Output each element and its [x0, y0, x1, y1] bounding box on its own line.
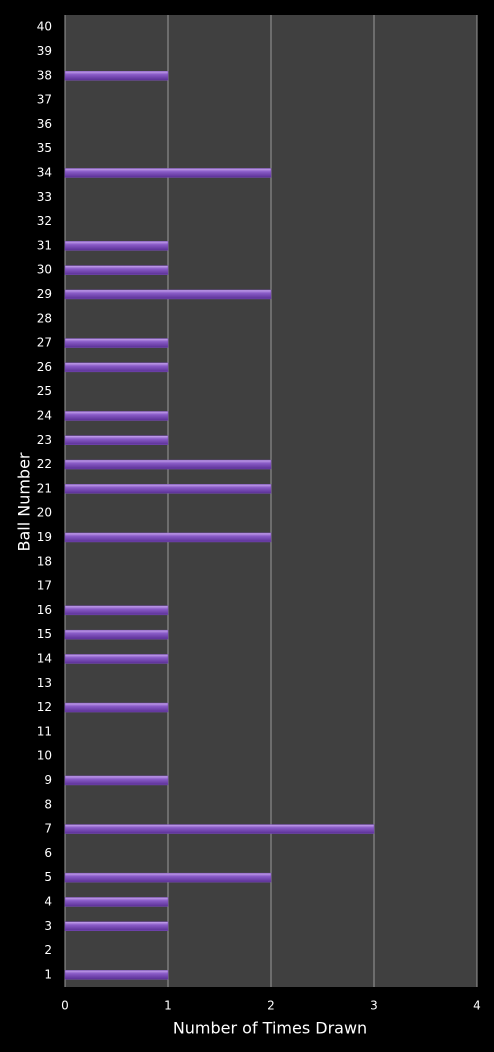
y-tick-label: 2: [44, 943, 52, 957]
y-tick-label: 35: [37, 141, 52, 155]
y-tick-label: 15: [37, 627, 52, 641]
y-tick-label: 34: [37, 165, 52, 179]
y-tick-label: 1: [44, 967, 52, 981]
y-tick-label: 29: [37, 287, 52, 301]
x-tick-label: 0: [61, 999, 69, 1013]
bar: [64, 824, 375, 834]
y-tick-label: 22: [37, 457, 52, 471]
y-tick-label: 32: [37, 214, 52, 228]
x-tick-label: 1: [164, 999, 172, 1013]
y-tick-label: 23: [37, 433, 52, 447]
y-tick-label: 11: [37, 724, 52, 738]
bar: [64, 241, 169, 251]
y-tick-label: 26: [37, 360, 52, 374]
y-tick-label: 33: [37, 190, 52, 204]
bar: [64, 484, 272, 494]
y-tick-label: 3: [44, 919, 52, 933]
y-tick-label: 36: [37, 117, 52, 131]
bar: [64, 459, 272, 470]
bar: [64, 872, 272, 883]
y-tick-label: 4: [44, 894, 52, 908]
bar: [64, 362, 169, 373]
bar: [64, 338, 169, 348]
y-tick-label: 14: [37, 651, 52, 665]
y-tick-label: 27: [37, 336, 52, 350]
y-tick-label: 12: [37, 700, 52, 714]
y-tick-label: 9: [44, 773, 52, 787]
y-tick-label: 13: [37, 676, 52, 690]
bar: [64, 435, 169, 445]
y-tick-label: 25: [37, 384, 52, 398]
bar: [64, 411, 169, 421]
x-tick-label: 2: [267, 999, 275, 1013]
y-axis-label: Ball Number: [15, 452, 34, 551]
y-tick-label: 10: [37, 749, 52, 763]
bar: [64, 168, 272, 178]
y-tick-label: 7: [44, 822, 52, 836]
bar: [64, 71, 169, 81]
x-axis-label: Number of Times Drawn: [173, 1019, 367, 1038]
bar: [64, 921, 169, 931]
bar: [64, 775, 169, 786]
y-tick-label: 31: [37, 238, 52, 252]
y-tick-label: 39: [37, 44, 52, 58]
bar: [64, 970, 169, 980]
y-tick-label: 18: [37, 554, 52, 568]
x-tick-label: 3: [370, 999, 378, 1013]
y-tick-label: 38: [37, 68, 52, 82]
bar: [64, 289, 272, 300]
y-tick-label: 28: [37, 311, 52, 325]
y-tick-label: 40: [37, 20, 52, 34]
y-tick-label: 5: [44, 870, 52, 884]
bar: [64, 629, 169, 640]
y-tick-label: 37: [37, 93, 52, 107]
y-tick-label: 19: [37, 530, 52, 544]
bar: [64, 897, 169, 907]
y-tick-label: 24: [37, 408, 52, 422]
y-tick-label: 16: [37, 603, 52, 617]
y-tick-label: 6: [44, 846, 52, 860]
bar: [64, 265, 169, 275]
bar: [64, 702, 169, 713]
bar: [64, 605, 169, 616]
y-tick-label: 21: [37, 481, 52, 495]
y-tick-label: 30: [37, 263, 52, 277]
y-tick-label: 17: [37, 579, 52, 593]
bar: [64, 654, 169, 664]
y-tick-label: 20: [37, 506, 52, 520]
y-tick-label: 8: [44, 797, 52, 811]
x-tick-label: 4: [473, 999, 481, 1013]
bar: [64, 532, 272, 543]
